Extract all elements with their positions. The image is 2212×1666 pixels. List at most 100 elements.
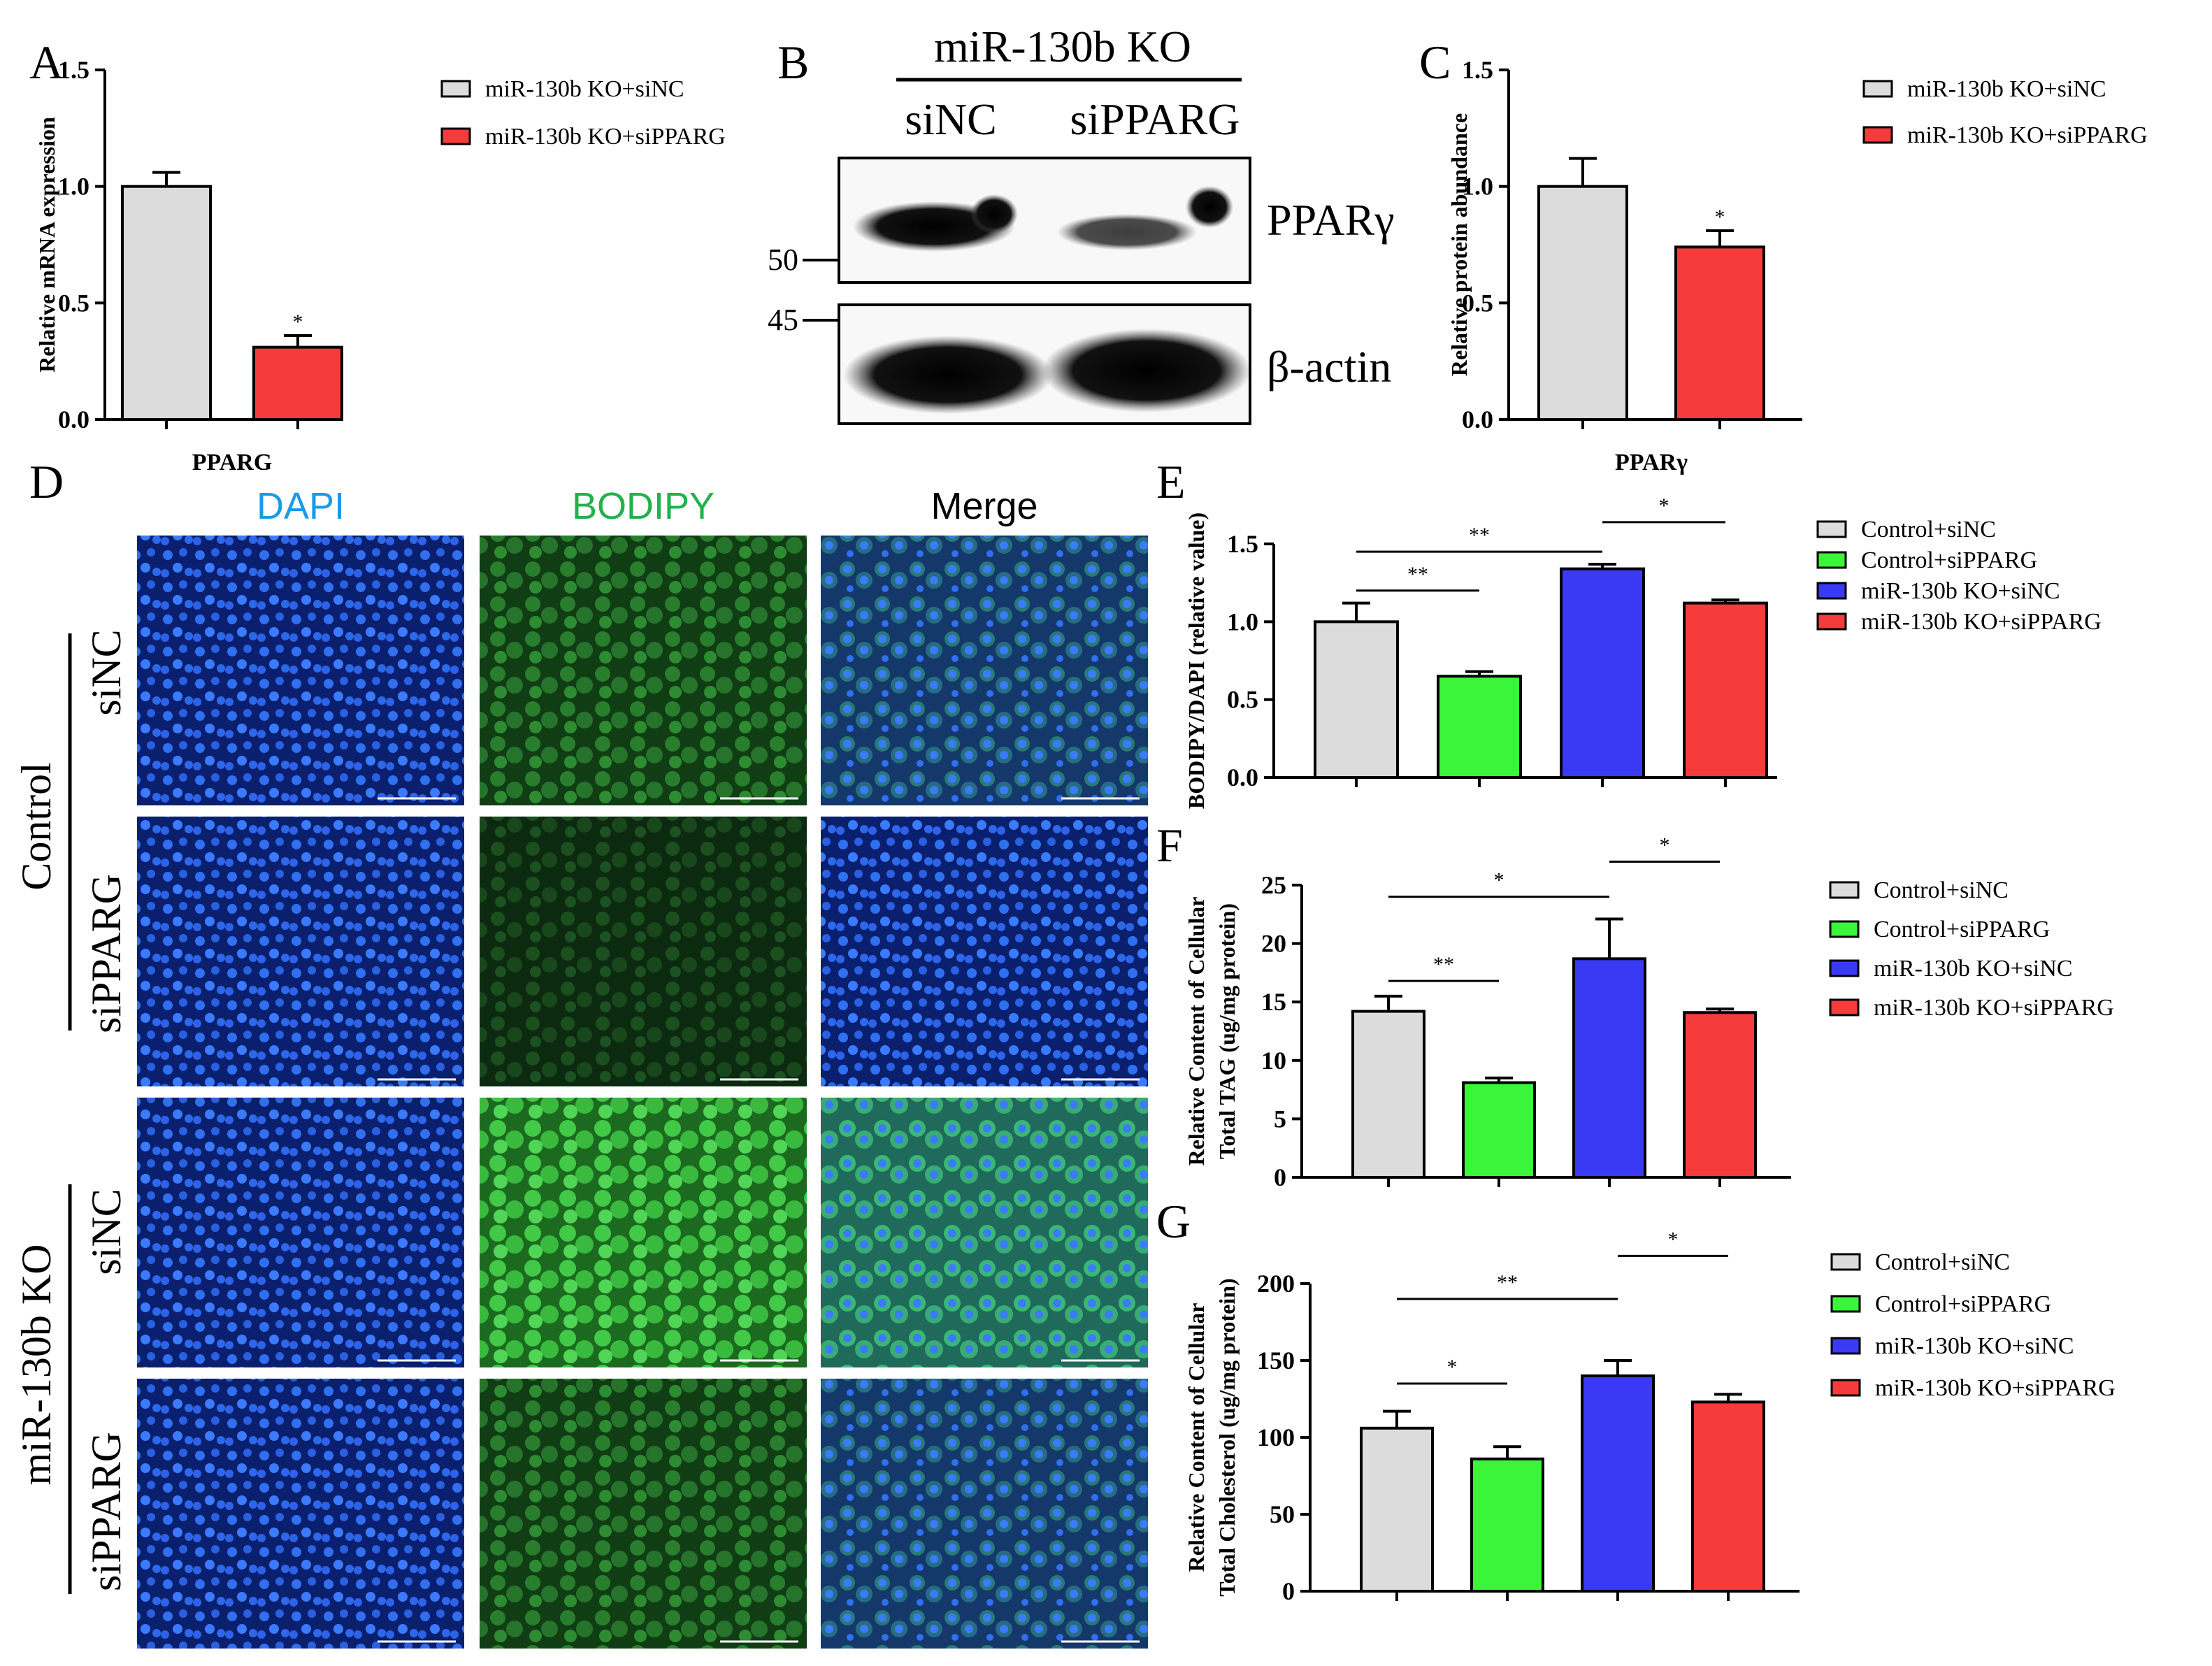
y-tick-label: 1.5 xyxy=(58,56,89,84)
y-tick-label: 1.0 xyxy=(58,173,89,201)
y-tick-label: 5 xyxy=(1274,1105,1286,1133)
legend-swatch xyxy=(1830,1253,1861,1271)
legend-swatch xyxy=(1816,551,1847,569)
bar xyxy=(1462,1081,1536,1179)
row-label-ko-sipparg: siPPARG xyxy=(83,1432,129,1591)
legend-swatch xyxy=(1862,126,1893,144)
legend-swatch xyxy=(1816,612,1847,631)
legend-swatch xyxy=(1830,1379,1861,1397)
legend-label: Control+siNC xyxy=(1874,877,2009,903)
y-tick-label: 15 xyxy=(1261,988,1286,1016)
panel-letter-f: F xyxy=(1156,819,1183,872)
legend-label: Control+siNC xyxy=(1875,1249,2010,1275)
image-ko-sinc-bodipy xyxy=(480,1098,807,1367)
panel-letter-g: G xyxy=(1156,1195,1191,1248)
legend-label: Control+siPPARG xyxy=(1874,917,2050,942)
y-tick-label: 0.0 xyxy=(58,405,89,433)
group-label-control: Control xyxy=(13,762,59,890)
band-ppar-sinc-edge xyxy=(970,194,1018,234)
x-axis-label: PPARγ xyxy=(1615,450,1688,475)
comparison-label: * xyxy=(1660,834,1670,857)
legend-swatch xyxy=(1830,1337,1861,1355)
legend-label: miR-130b KO+siNC xyxy=(1875,1333,2074,1359)
significance-mark: * xyxy=(1715,206,1725,229)
bar xyxy=(1683,601,1768,780)
y-tick-label: 0 xyxy=(1282,1577,1295,1605)
y-tick-label: 25 xyxy=(1261,871,1286,899)
western-blot: miR-130b KO siNC siPPARG PPARγ β-actin 5… xyxy=(768,22,1395,425)
row-label-control-sipparg: siPPARG xyxy=(83,874,129,1033)
band-ppar-sipparg xyxy=(1057,214,1197,250)
comparison-label: * xyxy=(1447,1356,1458,1379)
legend-swatch xyxy=(440,80,471,98)
microscopy-grid: DAPI BODIPY Merge Control miR-130b KO xyxy=(13,485,1148,1649)
image-ko-sipparg-dapi xyxy=(137,1379,464,1649)
legend-swatch xyxy=(440,127,471,145)
column-header-merge: Merge xyxy=(931,485,1037,527)
blot-band-label-ppar: PPARγ xyxy=(1267,195,1395,245)
bar xyxy=(1314,620,1399,779)
y-tick-label: 1.5 xyxy=(1227,530,1258,558)
y-tick-label: 1.0 xyxy=(1227,608,1258,635)
mw-marker-45: 45 xyxy=(768,303,798,337)
y-axis-label: Relative Content of Cellular xyxy=(1184,1303,1209,1572)
chart-e: 0.00.51.01.5*****BODIPY/DAPI (relative v… xyxy=(1184,494,2102,809)
bar xyxy=(1674,245,1765,422)
image-ko-sinc-dapi xyxy=(137,1098,464,1367)
x-axis-label: PPARG xyxy=(192,450,273,475)
band-ppar-sipparg-edge xyxy=(1186,186,1233,228)
legend-label: miR-130b KO+siPPARG xyxy=(1861,609,2102,635)
bar xyxy=(1572,957,1646,1179)
legend-swatch xyxy=(1830,1295,1861,1313)
bar xyxy=(1691,1400,1765,1593)
y-tick-label: 100 xyxy=(1257,1423,1295,1451)
legend-swatch xyxy=(1829,959,1860,977)
legend-label: miR-130b KO+siNC xyxy=(1874,956,2073,982)
y-tick-label: 0.5 xyxy=(1227,686,1258,714)
legend-swatch xyxy=(1862,80,1893,98)
blot-band-label-actin: β-actin xyxy=(1267,342,1391,392)
panel-letter-d: D xyxy=(29,455,64,508)
legend-swatch xyxy=(1816,520,1847,538)
image-ko-sinc-merge xyxy=(821,1098,1148,1367)
bar xyxy=(1360,1426,1434,1593)
image-ko-sipparg-merge xyxy=(821,1379,1148,1649)
y-axis-label: Relative Content of Cellular xyxy=(1184,897,1209,1166)
comparison-label: * xyxy=(1494,869,1504,892)
image-control-sipparg-dapi xyxy=(137,817,464,1086)
legend-label: Control+siNC xyxy=(1861,517,1996,543)
bar xyxy=(121,185,212,421)
blot-header: miR-130b KO xyxy=(934,22,1191,71)
bar xyxy=(1560,567,1645,779)
legend-swatch xyxy=(1816,582,1847,600)
legend-label: miR-130b KO+siPPARG xyxy=(1874,995,2114,1021)
y-tick-label: 50 xyxy=(1270,1500,1295,1528)
bar xyxy=(1470,1457,1544,1593)
image-control-sipparg-bodipy xyxy=(480,817,807,1086)
bar xyxy=(1683,1011,1757,1179)
y-axis-label: BODIPY/DAPI (relative value) xyxy=(1184,512,1209,809)
y-tick-label: 1.5 xyxy=(1462,56,1493,84)
y-tick-label: 0.5 xyxy=(1462,289,1493,317)
legend-label: miR-130b KO+siPPARG xyxy=(485,124,726,150)
image-control-sinc-bodipy xyxy=(480,536,807,805)
bar xyxy=(252,345,343,421)
scale-bars xyxy=(378,797,1140,1643)
column-header-dapi: DAPI xyxy=(257,485,345,527)
chart-c: 0.0 0.5 1.0 1.5 * Relative protein abundance P… xyxy=(1446,56,2148,475)
panel-letter-e: E xyxy=(1156,455,1186,508)
y-tick-label: 10 xyxy=(1261,1047,1286,1075)
comparison-label: ** xyxy=(1469,524,1490,547)
legend-swatch xyxy=(1829,881,1860,899)
image-control-sinc-merge xyxy=(821,536,1148,805)
image-control-sipparg-merge xyxy=(821,817,1148,1086)
band-actin-sipparg xyxy=(1042,329,1251,412)
image-ko-sipparg-bodipy xyxy=(480,1379,807,1649)
panel-letter-c: C xyxy=(1419,36,1451,89)
band-actin-sinc xyxy=(843,336,1053,414)
bar xyxy=(1537,185,1628,421)
chart-a: 0.0 0.5 1.0 1.5 * Relative mRNA expression PPA… xyxy=(34,56,726,475)
y-tick-label: 0 xyxy=(1274,1163,1286,1191)
